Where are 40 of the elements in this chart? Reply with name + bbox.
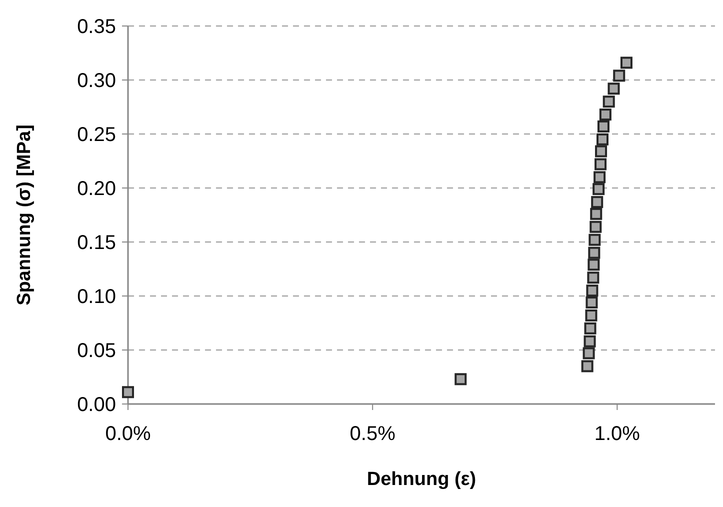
x-tick-label: 1.0% — [594, 423, 640, 445]
point — [587, 272, 600, 284]
point — [620, 56, 632, 69]
y-tick-label: 0.05 — [77, 340, 116, 362]
y-tick-label: 0.25 — [77, 124, 116, 146]
point — [454, 373, 467, 386]
point — [590, 208, 602, 220]
point — [591, 196, 604, 208]
point — [595, 145, 608, 158]
x-tick-label: 0.5% — [350, 423, 396, 445]
point — [582, 347, 595, 360]
point — [613, 70, 626, 82]
point — [594, 171, 606, 184]
y-tick-label: 0.30 — [77, 70, 116, 92]
point — [588, 234, 601, 246]
point — [590, 220, 602, 233]
point — [602, 96, 615, 108]
point — [596, 133, 608, 146]
point — [585, 309, 598, 322]
point — [597, 120, 610, 132]
point — [586, 296, 598, 308]
y-tick-label: 0.00 — [77, 394, 116, 416]
point — [584, 322, 596, 334]
point — [599, 108, 612, 121]
point — [581, 360, 594, 372]
point — [588, 258, 600, 271]
point — [122, 386, 134, 398]
point — [608, 82, 620, 95]
point — [586, 284, 598, 297]
y-tick-label: 0.35 — [77, 16, 116, 38]
y-tick-label: 0.20 — [77, 178, 116, 200]
x-tick-label: 0.0% — [105, 423, 152, 445]
y-tick-label: 0.15 — [77, 232, 116, 254]
y-tick-label: 0.10 — [77, 286, 116, 308]
y-axis-title: Spannung (σ) [MPa] — [14, 124, 35, 306]
point — [584, 335, 596, 348]
point — [588, 246, 600, 259]
point — [594, 158, 607, 170]
point — [592, 183, 605, 196]
x-axis-title: Dehnung (ε) — [366, 469, 476, 490]
